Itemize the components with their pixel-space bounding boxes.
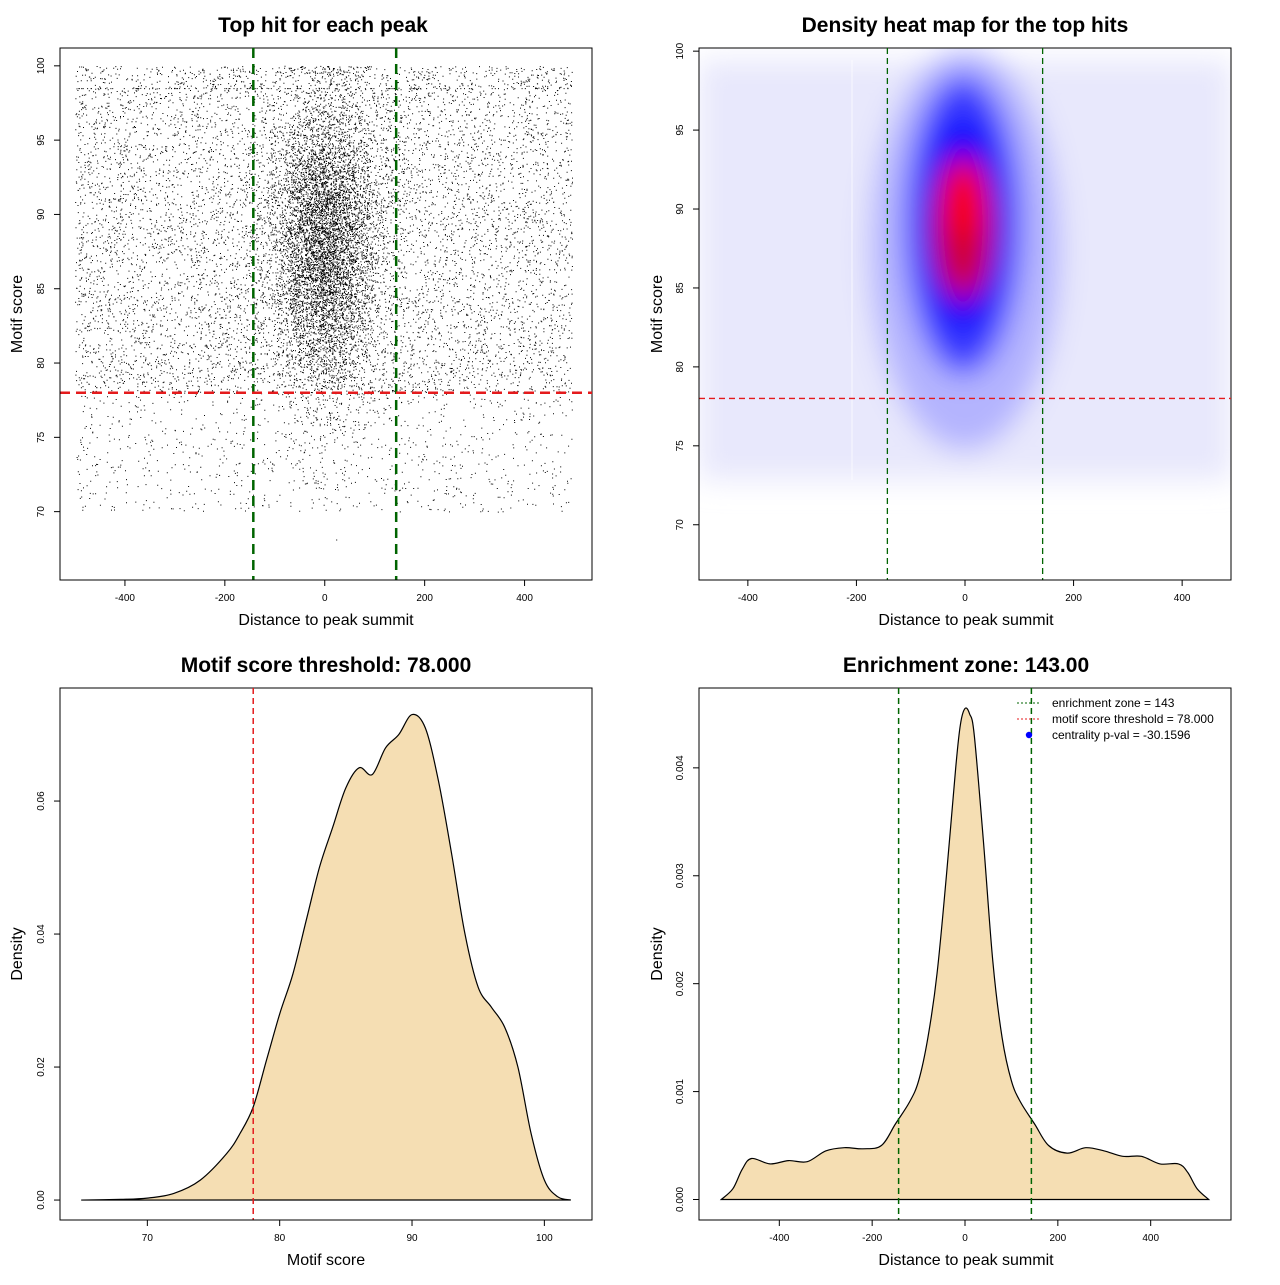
scatter-points (75, 65, 573, 541)
distance-density-y-axis: 0.000 0.001 0.002 0.003 0.004 (675, 755, 700, 1212)
score-density-x-tick-label: 90 (406, 1233, 418, 1244)
heatmap-peak (947, 162, 981, 238)
score-density-x-tick-label: 100 (536, 1233, 553, 1244)
distance-density-area (719, 707, 1211, 1201)
scatter-y-tick-label: 85 (36, 283, 47, 295)
heatmap-y-tick-label: 70 (675, 519, 686, 531)
heatmap-y-axis: 70 75 80 85 90 95 100 (675, 42, 700, 531)
scatter-x-tick-label: -200 (215, 593, 235, 604)
heatmap-density (699, 50, 1231, 480)
score-density-y-tick-label: 0.06 (36, 791, 47, 811)
scatter-y-tick-label: 70 (36, 506, 47, 518)
scatter-x-tick-label: 200 (416, 593, 433, 604)
scatter-y-axis: 70 75 80 85 90 95 100 (36, 57, 61, 518)
distance-density-x-tick-label: 0 (962, 1233, 968, 1244)
scatter-x-axis: -400 -200 0 200 400 (115, 579, 533, 604)
score-density-x-tick-label: 70 (142, 1233, 154, 1244)
panel-scatter: Top hit for each peak -400 -200 0 200 400 70… (9, 14, 593, 629)
distance-density-x-tick-label: -400 (769, 1233, 789, 1244)
heatmap-x-axis: -400 -200 0 200 400 (738, 579, 1191, 604)
scatter-x-tick-label: 0 (322, 593, 328, 604)
distance-density-x-label: Distance to peak summit (878, 1252, 1054, 1269)
distance-density-x-tick-label: 400 (1142, 1233, 1159, 1244)
heatmap-x-tick-label: 0 (962, 593, 968, 604)
distance-density-y-tick-label: 0.004 (675, 755, 686, 780)
scatter-plot-frame (59, 47, 593, 581)
distance-density-y-tick-label: 0.001 (675, 1079, 686, 1104)
heatmap-y-tick-label: 80 (675, 361, 686, 373)
scatter-y-tick-label: 75 (36, 431, 47, 443)
scatter-y-tick-label: 80 (36, 357, 47, 369)
distance-density-y-tick-label: 0.003 (675, 863, 686, 888)
scatter-point-cloud (75, 65, 573, 541)
scatter-y-tick-label: 95 (36, 134, 47, 146)
heatmap-x-tick-label: -400 (738, 593, 758, 604)
scatter-title: Top hit for each peak (218, 14, 428, 37)
legend-centrality-label: centrality p-val = -30.1596 (1052, 728, 1191, 742)
heatmap-y-tick-label: 75 (675, 440, 686, 452)
heatmap-y-tick-label: 90 (675, 203, 686, 215)
distance-density-x-tick-label: -200 (862, 1233, 882, 1244)
heatmap-x-tick-label: -200 (846, 593, 866, 604)
score-density-y-axis: 0.00 0.02 0.04 0.06 (36, 791, 61, 1210)
distance-density-y-label: Density (649, 927, 666, 980)
score-density-y-tick-label: 0.04 (36, 924, 47, 944)
panel-distance-density: Enrichment zone: 143.00 -400 -200 0 200 400 … (649, 654, 1232, 1269)
heatmap-x-label: Distance to peak summit (878, 612, 1054, 629)
heatmap-surface (699, 48, 1231, 580)
distance-density-title: Enrichment zone: 143.00 (843, 654, 1089, 677)
score-density-y-tick-label: 0.02 (36, 1057, 47, 1077)
scatter-y-tick-label: 90 (36, 208, 47, 220)
distance-density-x-axis: -400 -200 0 200 400 (769, 1219, 1159, 1244)
score-density-x-label: Motif score (287, 1252, 365, 1269)
scatter-reference-lines (60, 48, 592, 580)
heatmap-x-tick-label: 200 (1065, 593, 1082, 604)
distance-density-y-tick-label: 0.000 (675, 1187, 686, 1212)
scatter-x-label: Distance to peak summit (238, 612, 414, 629)
panel-heatmap: Density heat map for the top hits -400 -2… (649, 14, 1232, 629)
heatmap-y-tick-label: 95 (675, 124, 686, 136)
score-density-x-axis: 70 80 90 100 (142, 1219, 553, 1244)
score-density-area (81, 713, 571, 1201)
distance-density-y-tick-label: 0.002 (675, 971, 686, 996)
heatmap-y-tick-label: 100 (675, 42, 686, 59)
scatter-y-tick-label: 100 (36, 57, 47, 74)
heatmap-reference-lines (699, 48, 1231, 580)
scatter-x-tick-label: -400 (115, 593, 135, 604)
distance-density-reference-lines (897, 688, 1033, 1220)
distance-density-legend: enrichment zone = 143 motif score thresh… (1017, 696, 1214, 742)
score-density-title: Motif score threshold: 78.000 (181, 654, 472, 677)
panel-score-density: Motif score threshold: 78.000 70 80 90 100 … (9, 654, 593, 1269)
heatmap-title: Density heat map for the top hits (802, 14, 1129, 37)
legend-centrality-dot (1025, 731, 1033, 739)
score-density-y-label: Density (9, 927, 26, 980)
distance-density-x-tick-label: 200 (1050, 1233, 1067, 1244)
heatmap-y-tick-label: 85 (675, 282, 686, 294)
score-density-y-tick-label: 0.00 (36, 1190, 47, 1210)
heatmap-y-label: Motif score (649, 275, 666, 353)
heatmap-x-tick-label: 400 (1174, 593, 1191, 604)
scatter-y-label: Motif score (9, 275, 26, 353)
score-density-x-tick-label: 80 (274, 1233, 286, 1244)
legend-threshold-label: motif score threshold = 78.000 (1052, 712, 1214, 726)
legend-enrichment-zone-label: enrichment zone = 143 (1052, 696, 1175, 710)
scatter-x-tick-label: 400 (516, 593, 533, 604)
